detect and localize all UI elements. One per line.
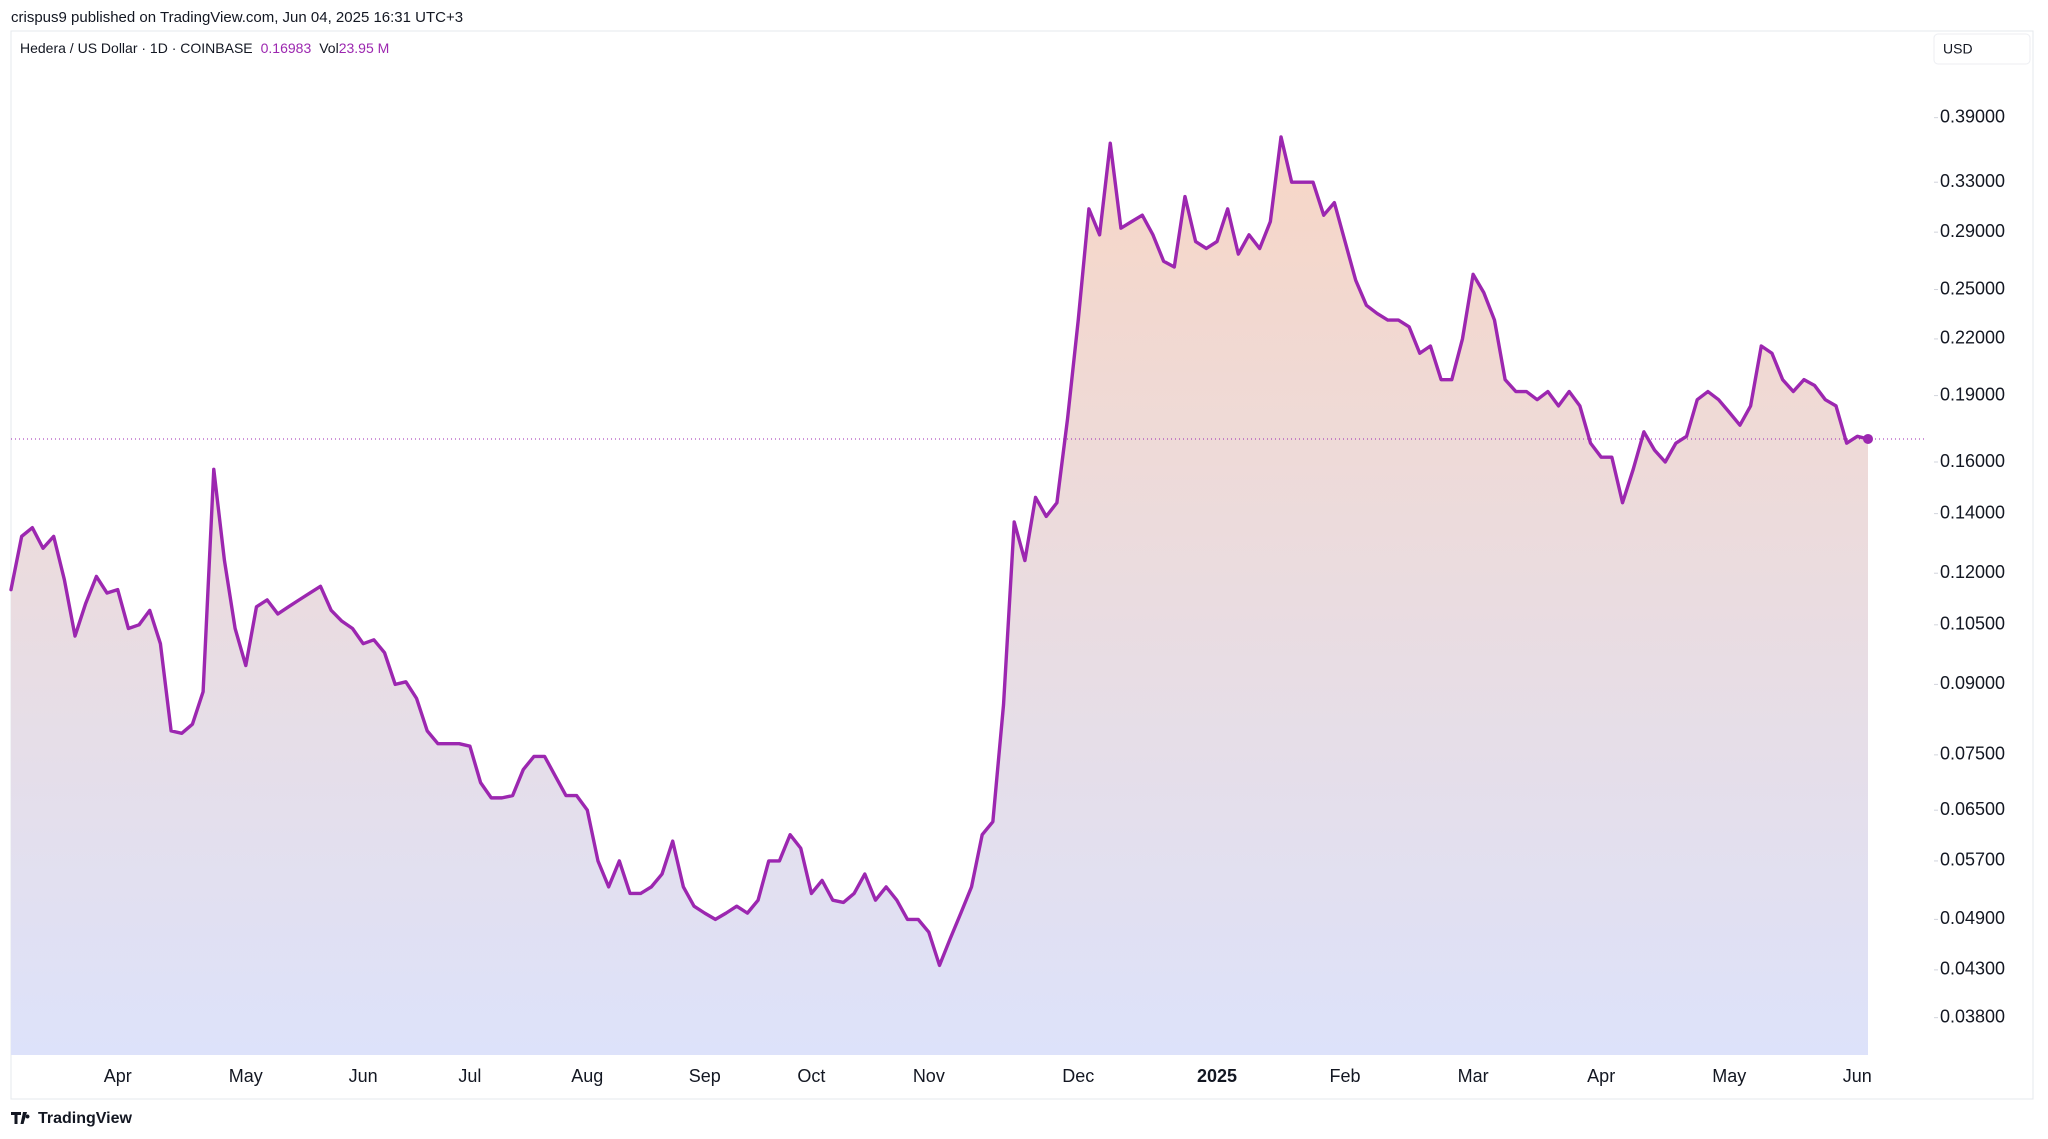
y-tick-label: 0.04300 [1940,959,2005,979]
y-tick-label: 0.29000 [1940,221,2005,241]
x-tick-label: Jul [458,1066,481,1086]
volume-label: Vol [319,40,338,56]
x-tick-label: Feb [1330,1066,1361,1086]
y-tick-label: 0.22000 [1940,328,2005,348]
x-tick-label: May [229,1066,263,1086]
currency[interactable]: USD [1943,41,1973,57]
footer-logo [11,1112,30,1124]
y-tick-label: 0.09000 [1940,673,2005,693]
currency-button[interactable] [1933,33,2031,65]
y-tick-label: 0.10500 [1940,614,2005,634]
footer-brand: TradingView [38,1110,133,1127]
x-tick-label: 2025 [1197,1066,1237,1086]
x-tick-label: Nov [913,1066,945,1086]
x-tick-label: Apr [1587,1066,1615,1086]
y-tick-label: 0.39000 [1940,106,2005,126]
y-tick-label: 0.04900 [1940,908,2005,928]
x-tick-label: Dec [1062,1066,1094,1086]
x-tick-label: Jun [1843,1066,1872,1086]
x-tick-label: Aug [571,1066,603,1086]
x-tick-label: Oct [797,1066,825,1086]
y-tick-label: 0.25000 [1940,278,2005,298]
attribution: crispus9 published on TradingView.com, J… [11,9,463,26]
y-tick-label: 0.12000 [1940,562,2005,582]
y-tick-label: 0.06500 [1940,799,2005,819]
x-tick-label: Apr [104,1066,132,1086]
x-tick-label: Jun [349,1066,378,1086]
y-tick-label: 0.03800 [1940,1006,2005,1026]
price-line [9,135,1870,968]
y-tick-label: 0.33000 [1940,171,2005,191]
y-tick-label: 0.05700 [1940,850,2005,870]
legend: Hedera / US Dollar · 1D · COINBASE 0.1698… [20,40,389,56]
chart-title: Hedera / US Dollar · 1D · COINBASE [20,40,253,56]
y-tick-label: 0.19000 [1940,384,2005,404]
volume-value: 23.95 M [339,40,390,56]
y-tick-label: 0.07500 [1940,744,2005,764]
y-tick-label: 0.14000 [1940,502,2005,522]
y-tick-label: 0.16000 [1940,451,2005,471]
x-tick-label: Sep [689,1066,721,1086]
x-tick-label: Mar [1458,1066,1489,1086]
chart-frame [10,30,2034,1100]
last-price-text: 0.16983 [261,40,312,56]
last-point [1863,433,1873,444]
x-tick-label: May [1712,1066,1746,1086]
area-fill [11,136,1868,1055]
